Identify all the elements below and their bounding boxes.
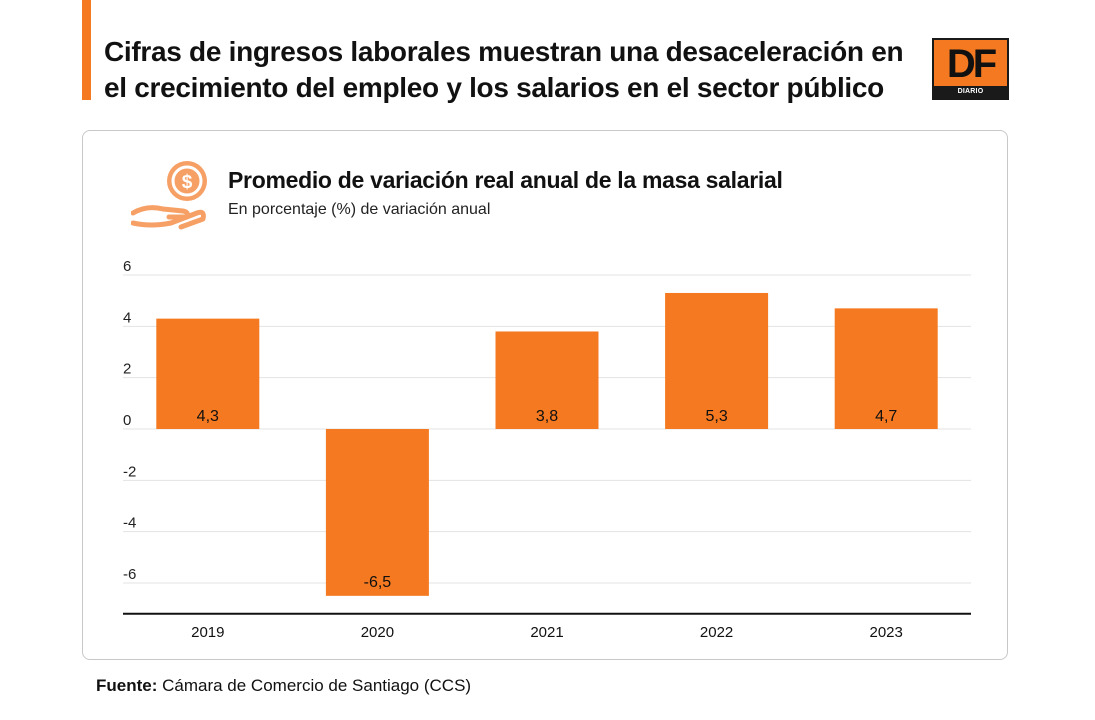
bar-2022 — [665, 292, 769, 429]
svg-text:$: $ — [182, 172, 193, 193]
source-text: Cámara de Comercio de Santiago (CCS) — [157, 676, 472, 695]
value-label-2019: 4,3 — [197, 408, 219, 425]
y-tick-label: -2 — [123, 463, 136, 480]
bar-2021 — [495, 331, 599, 429]
source-label: Fuente: — [96, 676, 158, 695]
bar-2023 — [834, 308, 938, 429]
chart-subtitle: En porcentaje (%) de variación anual — [228, 201, 491, 218]
logo-mark: DF — [946, 42, 997, 86]
y-tick-label: 0 — [123, 412, 131, 429]
df-logo: DF DIARIO FINANCIERO — [932, 38, 1009, 107]
chart-card: $ Promedio de variación real anual de la… — [82, 130, 1008, 660]
hand-holding-coin-icon: $ — [131, 161, 207, 230]
x-tick-label-2020: 2020 — [361, 624, 394, 641]
y-tick-label: 4 — [123, 309, 131, 326]
y-tick-label: 2 — [123, 361, 131, 378]
y-tick-label: 6 — [123, 258, 131, 275]
source-note: Fuente: Cámara de Comercio de Santiago (… — [96, 676, 471, 696]
value-label-2020: -6,5 — [364, 574, 392, 591]
chart-title: Promedio de variación real anual de la m… — [228, 167, 783, 193]
y-tick-label: -6 — [123, 566, 136, 583]
label-layer: 6 4 2 0 -2 -4 -6 4,3 2019 -6,5 2020 3,8 2021 5,3 2022 4… — [123, 258, 903, 641]
x-tick-label-2022: 2022 — [700, 624, 733, 641]
headline: Cifras de ingresos laborales muestran un… — [104, 36, 904, 103]
bar-layer — [156, 292, 938, 596]
x-tick-label-2021: 2021 — [530, 624, 563, 641]
value-label-2023: 4,7 — [875, 408, 897, 425]
logo-tagline: DIARIO FINANCIERO — [934, 86, 1007, 107]
value-label-2021: 3,8 — [536, 408, 558, 425]
accent-bar — [82, 0, 91, 100]
value-label-2022: 5,3 — [705, 408, 727, 425]
bar-2020 — [325, 429, 429, 596]
x-tick-label-2023: 2023 — [870, 624, 903, 641]
y-tick-label: -4 — [123, 515, 136, 532]
bar-chart: 6 4 2 0 -2 -4 -6 4,3 2019 -6,5 2020 3,8 2021 5,3 2022 4… — [123, 258, 971, 641]
x-tick-label-2019: 2019 — [191, 624, 224, 641]
bar-2019 — [156, 318, 260, 429]
